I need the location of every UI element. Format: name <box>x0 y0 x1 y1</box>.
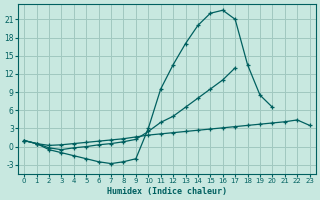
X-axis label: Humidex (Indice chaleur): Humidex (Indice chaleur) <box>107 187 227 196</box>
